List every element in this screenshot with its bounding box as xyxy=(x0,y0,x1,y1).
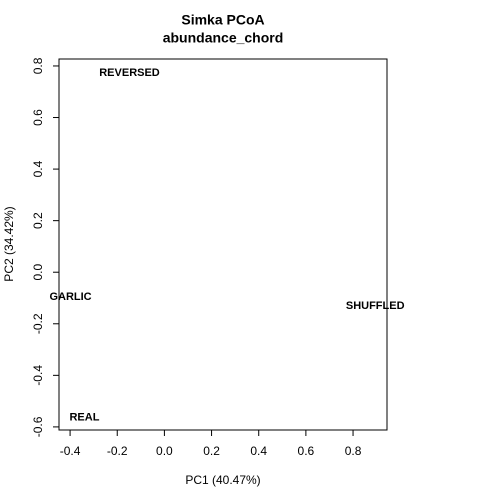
y-tick-label: -0.4 xyxy=(31,365,45,386)
point-label: REVERSED xyxy=(99,67,160,79)
point-label: GARLIC xyxy=(49,291,91,303)
y-tick-label: 0.8 xyxy=(31,57,45,74)
chart-subtitle: abundance_chord xyxy=(163,30,284,46)
y-axis-label: PC2 (34.42%) xyxy=(2,206,16,281)
y-tick-label: 0.2 xyxy=(31,212,45,229)
y-tick-label: 0.4 xyxy=(31,160,45,177)
x-tick-label: 0.6 xyxy=(298,444,315,458)
y-tick-label: -0.6 xyxy=(31,416,45,437)
plot-frame xyxy=(58,58,388,431)
y-tick-label: -0.2 xyxy=(31,313,45,334)
chart-title: Simka PCoA xyxy=(181,12,264,28)
x-tick-label: -0.4 xyxy=(60,444,81,458)
x-axis-label: PC1 (40.47%) xyxy=(185,473,260,487)
y-tick-label: 0.6 xyxy=(31,109,45,126)
x-tick-label: 0.2 xyxy=(203,444,220,458)
x-tick-label: 0.8 xyxy=(345,444,362,458)
x-tick-label: 0.4 xyxy=(250,444,267,458)
y-tick-label: 0.0 xyxy=(31,264,45,281)
point-label: REAL xyxy=(69,411,99,423)
x-tick-label: 0.0 xyxy=(156,444,173,458)
point-label: SHUFFLED xyxy=(346,300,405,312)
x-tick-label: -0.2 xyxy=(107,444,128,458)
